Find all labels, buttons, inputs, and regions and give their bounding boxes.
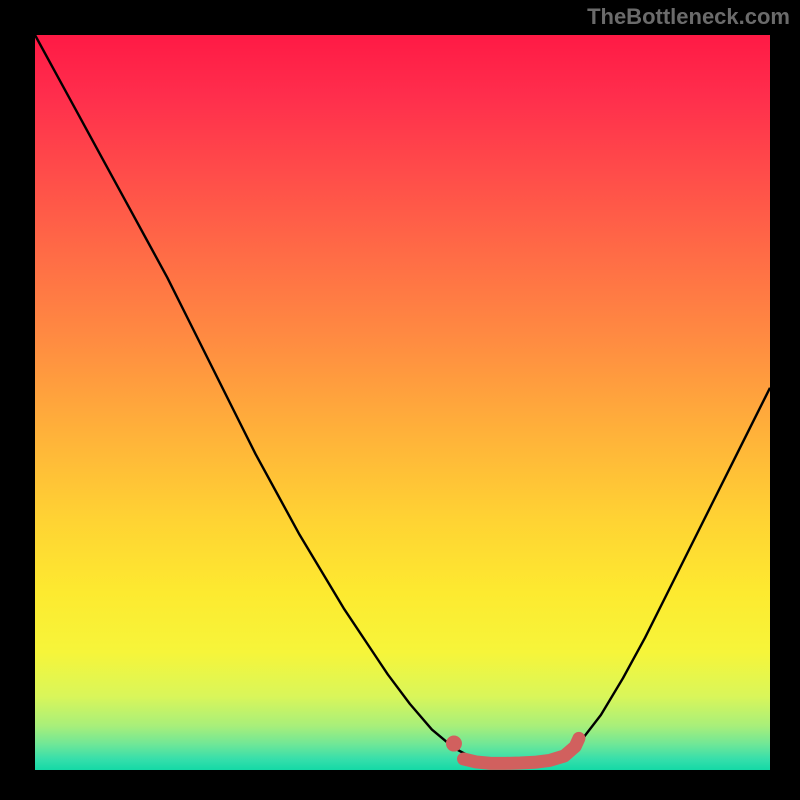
chart-stage: TheBottleneck.com bbox=[0, 0, 800, 800]
chart-svg bbox=[0, 0, 800, 800]
watermark-label: TheBottleneck.com bbox=[587, 4, 790, 30]
